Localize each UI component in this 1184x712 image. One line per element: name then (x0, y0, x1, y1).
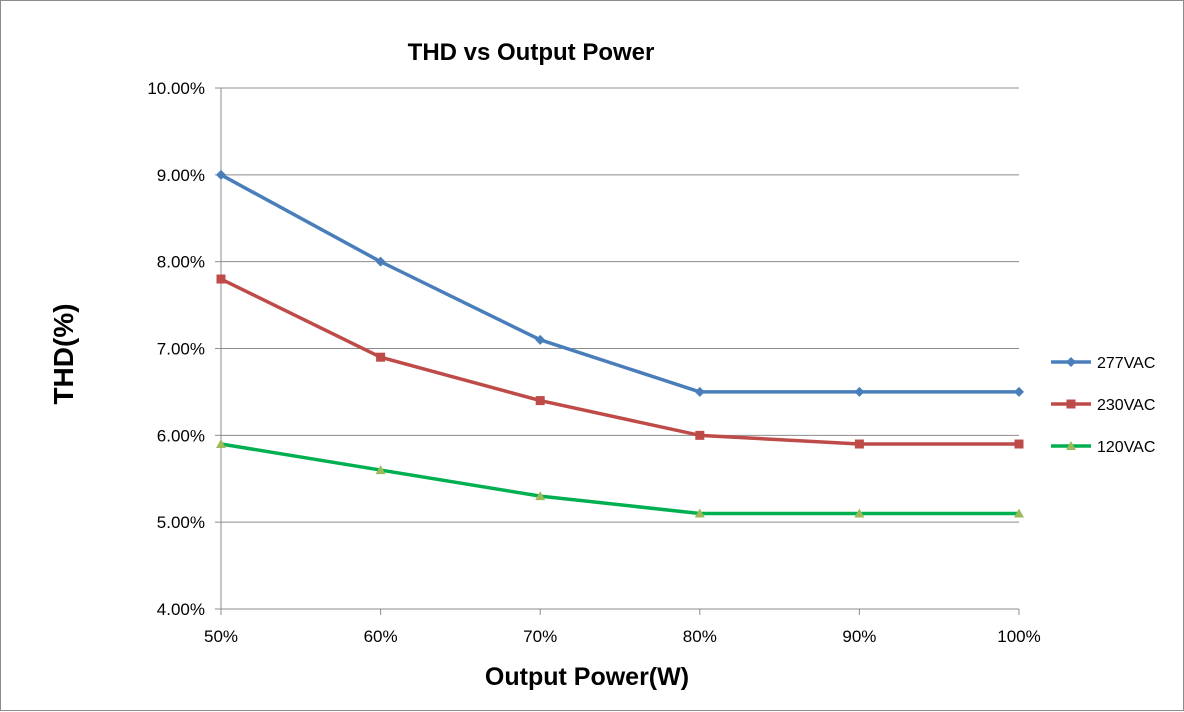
series-line-230VAC (220, 277, 1019, 446)
legend-label: 230VAC (1097, 397, 1155, 414)
chart-title: THD vs Output Power (408, 39, 655, 66)
x-axis-label: Output Power(W) (485, 663, 689, 691)
data-point (854, 386, 865, 397)
series-line-277VAC (220, 173, 1019, 394)
legend-marker (1066, 441, 1076, 450)
data-point (375, 256, 386, 267)
y-tick-label: 7.00% (157, 340, 205, 359)
data-point (695, 430, 705, 440)
x-tick-label: 80% (683, 627, 717, 646)
data-point (854, 508, 865, 518)
legend-label: 277VAC (1097, 355, 1155, 372)
data-point (854, 439, 864, 449)
data-point (535, 334, 546, 345)
series-lines (216, 169, 1024, 518)
legend-label: 120VAC (1097, 439, 1155, 456)
legend: 277VAC 230VAC 120VAC (1051, 355, 1155, 456)
data-point (375, 465, 386, 475)
data-point (694, 508, 705, 518)
y-tick-label: 9.00% (157, 166, 205, 185)
data-point (1014, 439, 1024, 449)
data-point (1014, 386, 1024, 397)
axes (215, 87, 1020, 615)
y-axis-label: THD(%) (48, 303, 79, 404)
y-tick-label: 4.00% (157, 600, 205, 619)
legend-marker (1066, 357, 1076, 367)
series-line-120VAC (220, 442, 1019, 516)
x-tick-label: 60% (364, 627, 398, 646)
x-tick-label: 50% (204, 627, 238, 646)
data-point (535, 491, 546, 501)
data-point (216, 169, 226, 180)
data-point (694, 386, 705, 397)
y-tick-label: 6.00% (157, 426, 205, 445)
data-point (216, 439, 226, 449)
data-point (216, 274, 226, 284)
legend-marker (1066, 399, 1076, 409)
x-tick-label: 100% (997, 627, 1040, 646)
data-point (376, 352, 386, 362)
data-point (1014, 508, 1024, 518)
x-tick-label: 70% (523, 627, 557, 646)
y-tick-label: 10.00% (147, 79, 205, 98)
y-tick-label: 5.00% (157, 513, 205, 532)
x-tick-label: 90% (842, 627, 876, 646)
y-tick-label: 8.00% (157, 253, 205, 272)
data-point (535, 396, 545, 406)
tick-labels: 4.00% 5.00% 6.00% 7.00% 8.00% 9.00% 10.00% 50% 6… (147, 79, 1040, 646)
gridlines (221, 87, 1019, 610)
